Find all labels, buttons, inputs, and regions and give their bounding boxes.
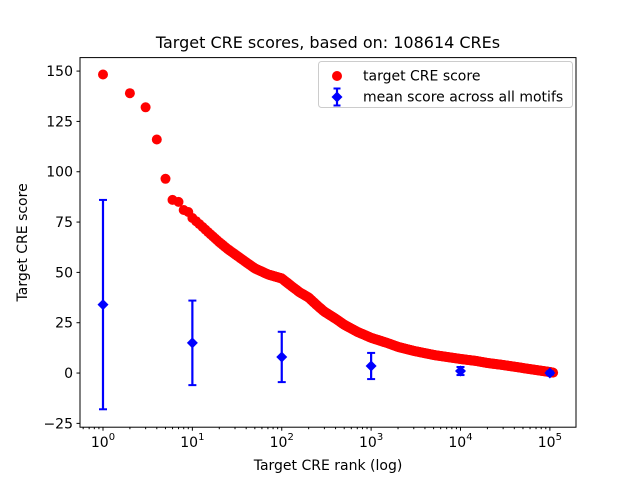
y-tick-label: 25 (55, 316, 73, 332)
scatter-point (151, 134, 162, 145)
legend-box (318, 61, 573, 108)
mean-point (544, 367, 556, 379)
legend-marker-circle-icon (332, 71, 342, 81)
y-tick-label: 0 (64, 366, 73, 382)
y-tick-label: 150 (46, 64, 73, 80)
legend-label-mean-score: mean score across all motifs (363, 90, 563, 106)
scatter-point (160, 173, 171, 184)
legend: target CRE score mean score across all m… (318, 61, 573, 108)
x-axis-label: Target CRE rank (log) (253, 458, 403, 474)
scatter-point (173, 196, 184, 207)
scatter-point (140, 102, 151, 113)
y-axis-ticks: 150 125 100 75 50 25 0 −25 (43, 64, 80, 432)
plot-border (79, 57, 577, 428)
chart-title: Target CRE scores, based on: 108614 CREs (155, 33, 500, 52)
mean-point (97, 299, 109, 311)
y-tick-label: 100 (46, 165, 73, 181)
y-tick-label: 50 (55, 265, 73, 281)
y-tick-label: −25 (43, 416, 73, 432)
y-tick-label: 125 (46, 114, 73, 130)
legend-label-target-cre-score: target CRE score (363, 69, 480, 85)
mean-point (365, 360, 377, 372)
legend-marker-diamond-errorbar-icon (331, 87, 343, 107)
mean-point (186, 337, 198, 349)
y-axis-label: Target CRE score (15, 183, 31, 302)
blue-mean-series (97, 198, 556, 411)
scatter-point (98, 69, 108, 80)
red-scatter-series (98, 69, 559, 378)
y-tick-label: 75 (55, 215, 73, 231)
mean-point (455, 365, 467, 377)
mean-point (276, 351, 288, 363)
scatter-point (124, 88, 135, 99)
